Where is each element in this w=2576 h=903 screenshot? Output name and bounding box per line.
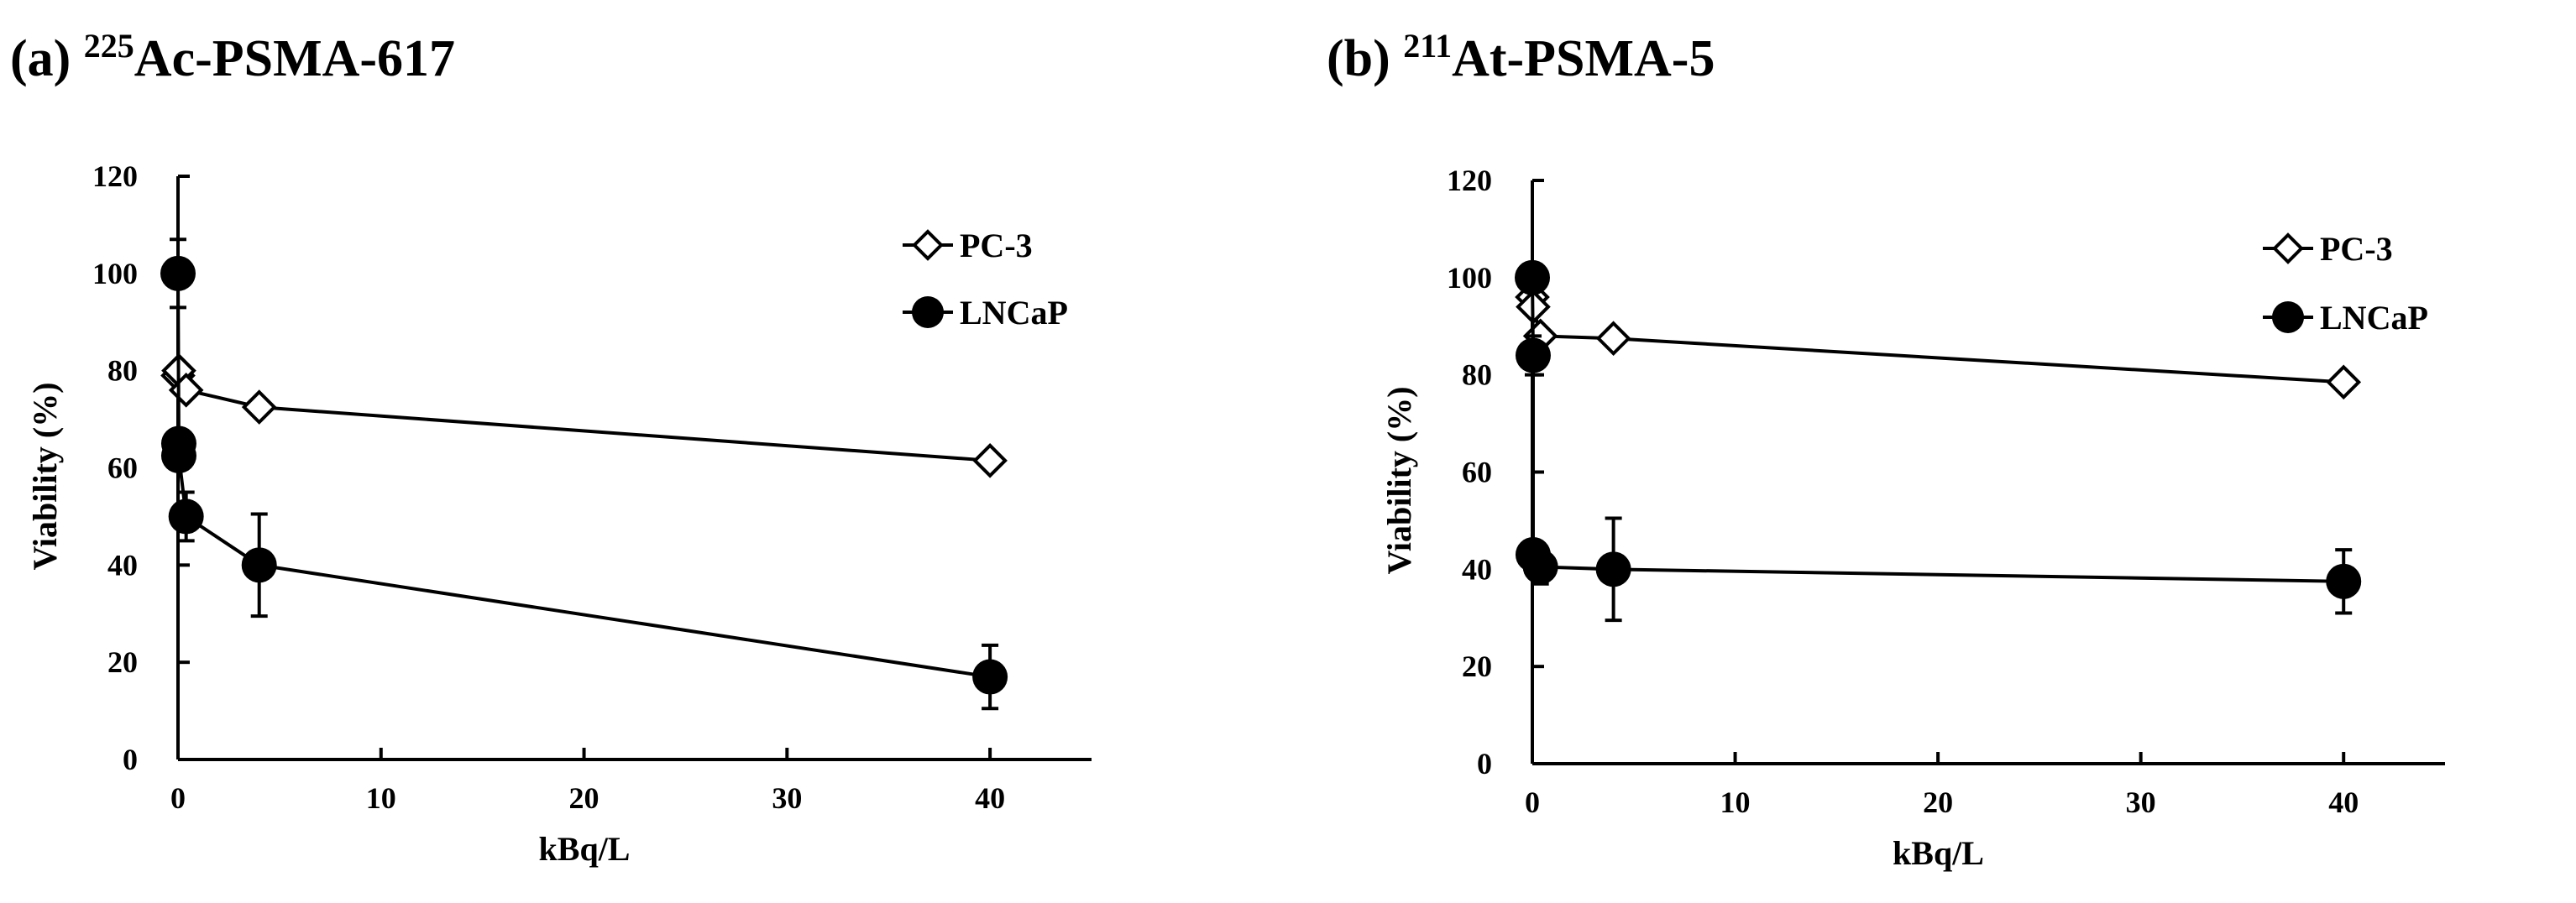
y-tick-label: 20 (1462, 650, 1492, 683)
x-tick-label: 30 (772, 781, 802, 815)
legend-marker (2272, 301, 2304, 333)
y-tick-label: 0 (123, 743, 138, 776)
data-point-lncap (241, 547, 277, 583)
y-tick-label: 100 (92, 257, 138, 290)
y-tick-label: 80 (1462, 358, 1492, 392)
data-point-lncap (168, 498, 204, 535)
y-tick-label: 20 (107, 645, 138, 679)
chart-panel-b: (b) 211At-PSMA-5 0 20 40 60 80 100 120 0 10 20 30 40… (1327, 27, 2445, 872)
legend-item-pc-3: PC-3 (903, 227, 1033, 264)
y-tick-label: 120 (1447, 164, 1492, 197)
x-tick-label: 20 (569, 781, 599, 815)
y-tick-label: 0 (1477, 747, 1492, 780)
y-axis-label: Viability (%) (1380, 386, 1418, 574)
data-point-lncap (2326, 563, 2362, 599)
legend-label: LNCaP (960, 294, 1068, 331)
x-tick-label: 20 (1923, 786, 1953, 819)
data-point-lncap (1522, 549, 1558, 585)
x-tick-label: 10 (366, 781, 396, 815)
y-tick-label: 120 (92, 159, 138, 193)
data-point-lncap (1595, 551, 1631, 587)
data-point-lncap (160, 438, 196, 474)
legend-marker (2272, 232, 2304, 264)
x-tick-label: 40 (975, 781, 1005, 815)
chart-panel-a: (a) 225Ac-PSMA-617 0 20 40 60 80 100 120 0 10 20 30… (10, 27, 1092, 868)
legend-item-lncap: LNCaP (903, 294, 1068, 331)
y-tick-label: 40 (1462, 552, 1492, 586)
data-point-pc-3 (972, 442, 1008, 478)
panel-title: (a) 225Ac-PSMA-617 (10, 27, 455, 87)
legend-item-lncap: LNCaP (2263, 299, 2428, 337)
panel-title: (b) 211At-PSMA-5 (1327, 27, 1715, 87)
x-tick-label: 10 (1720, 786, 1751, 819)
y-tick-label: 80 (107, 354, 138, 388)
series-pc-3 (160, 352, 1008, 478)
data-point-pc-3 (2326, 364, 2362, 400)
series-line-pc-3 (1531, 296, 2344, 384)
y-tick-label: 40 (107, 548, 138, 582)
data-point-lncap (1515, 337, 1551, 373)
x-axis-label: kBq/L (1893, 834, 1984, 872)
panel-label: (b) (1327, 30, 1403, 87)
y-axis-label: Viability (%) (26, 382, 64, 570)
data-point-lncap (1515, 259, 1550, 295)
title-superscript: 211 (1403, 27, 1452, 65)
y-tick-label: 60 (1462, 456, 1492, 489)
legend-label: PC-3 (2320, 230, 2393, 268)
x-tick-label: 0 (170, 781, 186, 815)
x-tick-label: 30 (2126, 786, 2156, 819)
y-tick-label: 60 (107, 452, 138, 485)
series-line-lncap (1531, 277, 2344, 583)
legend-item-pc-3: PC-3 (2263, 230, 2393, 268)
series-line-lncap (176, 273, 991, 679)
legend-marker (912, 229, 944, 261)
x-tick-label: 0 (1525, 786, 1540, 819)
legend-label: LNCaP (2320, 299, 2428, 337)
title-superscript: 225 (84, 27, 134, 65)
series-lncap (160, 237, 1008, 711)
x-axis-label: kBq/L (539, 830, 631, 868)
title-main: At-PSMA-5 (1452, 30, 1715, 87)
data-point-pc-3 (1595, 321, 1631, 357)
series-pc-3 (1515, 279, 2362, 400)
legend-label: PC-3 (960, 227, 1033, 264)
panel-label: (a) (10, 30, 84, 87)
legend-marker (912, 296, 944, 328)
data-point-lncap (972, 659, 1008, 695)
series-line-pc-3 (176, 363, 991, 462)
data-point-pc-3 (241, 389, 277, 425)
x-tick-label: 40 (2328, 786, 2359, 819)
series-lncap (1515, 259, 2362, 623)
y-tick-label: 100 (1447, 261, 1492, 295)
title-main: Ac-PSMA-617 (134, 30, 455, 87)
data-point-lncap (160, 255, 196, 291)
